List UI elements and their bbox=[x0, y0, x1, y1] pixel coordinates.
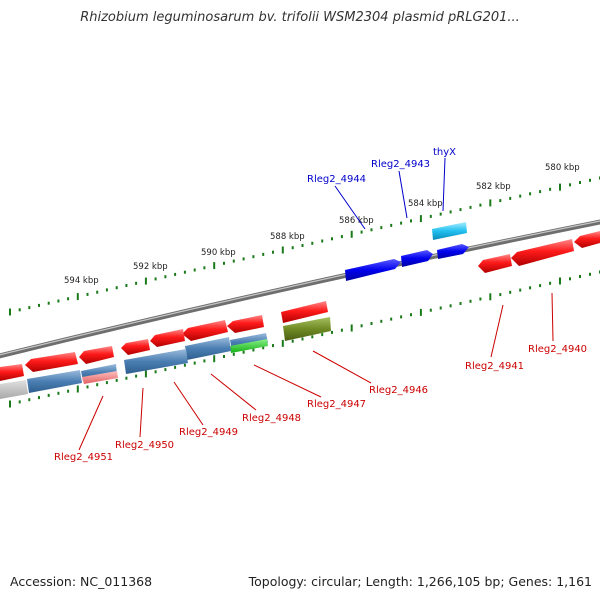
leader-rleg2-4948 bbox=[210, 373, 257, 411]
tick-label-592: 592 kbp bbox=[133, 262, 168, 272]
tick-ring-lower bbox=[9, 270, 600, 408]
leader-rleg2-4946 bbox=[312, 350, 372, 384]
gene-arrow-rleg2-4946[interactable] bbox=[281, 301, 328, 323]
leader-rleg2-4947 bbox=[253, 364, 322, 398]
gene-label-rleg2-4943[interactable]: Rleg2_4943 bbox=[371, 159, 430, 170]
gene-arrow-rleg2-4949[interactable] bbox=[150, 329, 185, 347]
gene-box-gray[interactable] bbox=[0, 380, 28, 399]
tick-label-584: 584 kbp bbox=[408, 199, 443, 209]
gene-label-rleg2-4949[interactable]: Rleg2_4949 bbox=[179, 427, 238, 438]
leader-rleg2-4943 bbox=[398, 170, 408, 219]
forward-strand-genes bbox=[345, 222, 469, 281]
leader-rleg2-4940 bbox=[551, 292, 554, 342]
gene-arrow-rleg2-4940[interactable] bbox=[511, 239, 574, 266]
tick-label-580: 580 kbp bbox=[545, 163, 580, 173]
gene-arrow-forward[interactable] bbox=[437, 244, 469, 259]
tick-label-590: 590 kbp bbox=[201, 248, 236, 258]
genome-backbone bbox=[0, 219, 600, 359]
gene-label-rleg2-4947[interactable]: Rleg2_4947 bbox=[307, 399, 366, 410]
gene-arrow-rleg2-4944[interactable] bbox=[345, 259, 401, 281]
accession-text: Accession: NC_011368 bbox=[10, 574, 153, 589]
gene-label-rleg2-4951[interactable]: Rleg2_4951 bbox=[54, 452, 113, 463]
gene-label-rleg2-4944[interactable]: Rleg2_4944 bbox=[307, 174, 366, 185]
leader-rleg2-4944 bbox=[334, 185, 366, 230]
leader-rleg2-4951 bbox=[78, 395, 104, 451]
label-leaders-reverse bbox=[78, 292, 554, 451]
leader-rleg2-4941 bbox=[490, 304, 504, 358]
tick-ring-upper bbox=[9, 176, 600, 316]
tick-label-586: 586 kbp bbox=[339, 216, 374, 226]
gene-arrow-rleg2-4950[interactable] bbox=[121, 339, 150, 355]
reverse-strand-genes bbox=[0, 231, 600, 399]
gene-arrow-rleg2-4939[interactable] bbox=[574, 231, 600, 248]
gene-box-rleg2-4949[interactable] bbox=[124, 349, 188, 374]
gene-arrow-rleg2-4951-b[interactable] bbox=[25, 352, 78, 372]
gene-arrow-rleg2-4951-a[interactable] bbox=[79, 346, 114, 364]
gene-label-rleg2-4946[interactable]: Rleg2_4946 bbox=[369, 385, 428, 396]
gene-labels-forward: thyX Rleg2_4943 Rleg2_4944 bbox=[307, 147, 456, 185]
gene-box-rleg2-4947-green[interactable] bbox=[230, 339, 268, 353]
gene-box-rleg2-4951-pink[interactable] bbox=[82, 371, 118, 384]
leader-rleg2-4949 bbox=[173, 381, 204, 426]
map-title: Rhizobium leguminosarum bv. trifolii WSM… bbox=[80, 10, 520, 25]
tick-label-588: 588 kbp bbox=[270, 232, 305, 242]
gene-arrow-thyx[interactable] bbox=[432, 222, 467, 240]
gene-arrow-rleg2-4952[interactable] bbox=[0, 364, 24, 381]
gene-labels-reverse: Rleg2_4940 Rleg2_4941 Rleg2_4946 Rleg2_4… bbox=[54, 344, 587, 463]
gene-label-rleg2-4941[interactable]: Rleg2_4941 bbox=[465, 361, 524, 372]
topology-text: Topology: circular; Length: 1,266,105 bp… bbox=[248, 574, 592, 589]
gene-box-olive[interactable] bbox=[283, 317, 331, 341]
tick-label-582: 582 kbp bbox=[476, 182, 511, 192]
gene-label-rleg2-4940[interactable]: Rleg2_4940 bbox=[528, 344, 587, 355]
gene-label-rleg2-4950[interactable]: Rleg2_4950 bbox=[115, 440, 174, 451]
tick-label-594: 594 kbp bbox=[64, 276, 99, 286]
gene-label-thyx[interactable]: thyX bbox=[433, 147, 456, 158]
gene-box-rleg2-4948[interactable] bbox=[185, 337, 231, 360]
gene-arrow-rleg2-4947[interactable] bbox=[227, 315, 264, 333]
gene-arrow-rleg2-4948[interactable] bbox=[182, 320, 228, 341]
gene-label-rleg2-4948[interactable]: Rleg2_4948 bbox=[242, 413, 301, 424]
leader-thyx bbox=[442, 157, 446, 212]
gene-arrow-rleg2-4941[interactable] bbox=[478, 254, 512, 273]
leader-rleg2-4950 bbox=[139, 387, 144, 438]
label-leaders-forward bbox=[334, 157, 446, 230]
gene-box-rleg2-4951-c[interactable] bbox=[27, 370, 82, 393]
gene-arrow-rleg2-4943[interactable] bbox=[401, 250, 433, 267]
